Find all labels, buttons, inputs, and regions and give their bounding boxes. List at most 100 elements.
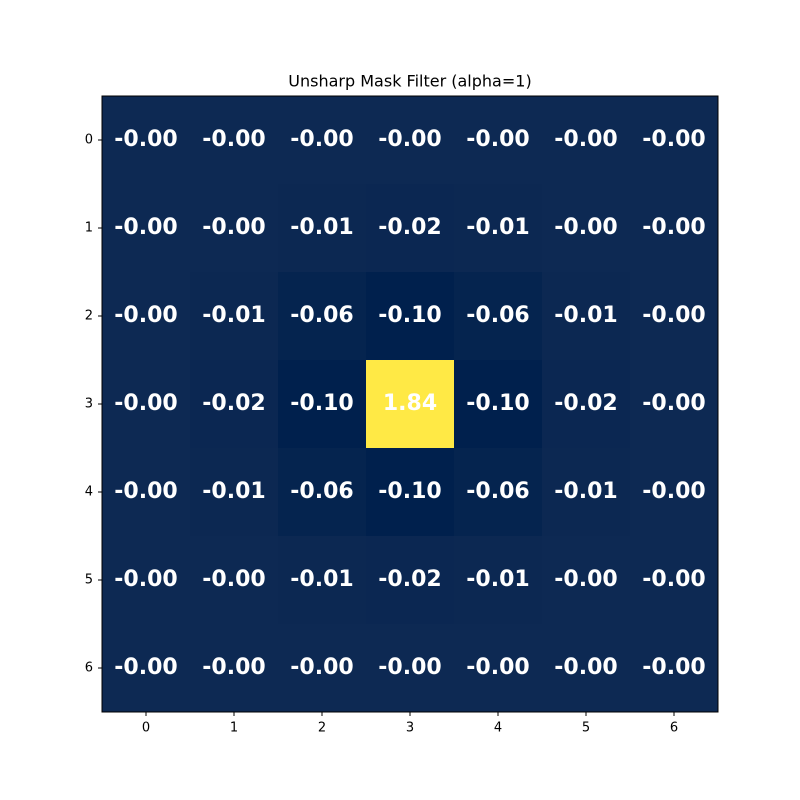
cell-label: -0.10 bbox=[378, 303, 441, 328]
cell-label: -0.00 bbox=[642, 215, 705, 240]
cell-label: -0.00 bbox=[114, 391, 177, 416]
cell-label: -0.06 bbox=[290, 479, 353, 504]
heatmap-cell bbox=[278, 448, 366, 536]
heatmap-cell bbox=[190, 184, 278, 272]
cell-label: -0.00 bbox=[114, 479, 177, 504]
heatmap-cell bbox=[278, 184, 366, 272]
heatmap-cell bbox=[454, 96, 542, 184]
heatmap-cell bbox=[190, 272, 278, 360]
cell-label: -0.02 bbox=[378, 215, 441, 240]
heatmap-cell bbox=[278, 96, 366, 184]
cell-label: -0.00 bbox=[202, 215, 265, 240]
heatmap-cell bbox=[366, 448, 454, 536]
x-tick-label: 6 bbox=[670, 721, 678, 736]
heatmap-cell bbox=[454, 272, 542, 360]
cell-label: -0.01 bbox=[202, 303, 265, 328]
heatmap-cell bbox=[542, 624, 630, 712]
heatmap-cell bbox=[102, 360, 190, 448]
cell-label: -0.00 bbox=[466, 127, 529, 152]
heatmap-cell bbox=[278, 624, 366, 712]
y-tick-label: 2 bbox=[85, 309, 93, 324]
heatmap-cell bbox=[454, 448, 542, 536]
cell-label: -0.10 bbox=[378, 479, 441, 504]
cell-label: -0.00 bbox=[554, 655, 617, 680]
cell-label: -0.06 bbox=[466, 479, 529, 504]
heatmap-cell bbox=[630, 96, 718, 184]
heatmap-cell bbox=[102, 624, 190, 712]
cell-label: -0.01 bbox=[554, 479, 617, 504]
heatmap-cell bbox=[102, 448, 190, 536]
heatmap-cell bbox=[630, 624, 718, 712]
heatmap-cell bbox=[190, 96, 278, 184]
cell-label: -0.00 bbox=[642, 127, 705, 152]
heatmap-cell bbox=[454, 624, 542, 712]
cell-label: -0.00 bbox=[114, 127, 177, 152]
cell-label: -0.00 bbox=[202, 127, 265, 152]
heatmap-cell bbox=[542, 448, 630, 536]
cell-label: -0.00 bbox=[202, 567, 265, 592]
heatmap-cell bbox=[190, 360, 278, 448]
heatmap-cell bbox=[542, 360, 630, 448]
cell-label: -0.06 bbox=[466, 303, 529, 328]
cell-label: -0.00 bbox=[114, 303, 177, 328]
heatmap-cell bbox=[454, 184, 542, 272]
heatmap-cell bbox=[190, 448, 278, 536]
heatmap-cell bbox=[102, 536, 190, 624]
heatmap-cell bbox=[102, 184, 190, 272]
chart-title: Unsharp Mask Filter (alpha=1) bbox=[288, 72, 531, 91]
heatmap-cell bbox=[190, 624, 278, 712]
y-tick-label: 6 bbox=[85, 661, 93, 676]
heatmap-cell bbox=[542, 272, 630, 360]
cell-label: -0.00 bbox=[202, 655, 265, 680]
cell-label: -0.10 bbox=[290, 391, 353, 416]
heatmap-cell bbox=[278, 536, 366, 624]
heatmap-cell bbox=[542, 536, 630, 624]
cell-label: -0.00 bbox=[378, 127, 441, 152]
heatmap-cell bbox=[190, 536, 278, 624]
cell-label: -0.00 bbox=[642, 567, 705, 592]
cell-label: -0.02 bbox=[202, 391, 265, 416]
heatmap-cell bbox=[102, 272, 190, 360]
heatmap-cell bbox=[454, 360, 542, 448]
cell-label: -0.02 bbox=[554, 391, 617, 416]
heatmap-cell bbox=[630, 448, 718, 536]
cell-label: -0.10 bbox=[466, 391, 529, 416]
cell-label: -0.06 bbox=[290, 303, 353, 328]
cell-label: -0.00 bbox=[642, 655, 705, 680]
cell-label: -0.00 bbox=[554, 215, 617, 240]
y-tick-label: 5 bbox=[85, 573, 93, 588]
x-tick-label: 4 bbox=[494, 721, 502, 736]
heatmap-cell bbox=[278, 272, 366, 360]
cell-label: -0.01 bbox=[466, 215, 529, 240]
heatmap-cell bbox=[630, 272, 718, 360]
cell-label: -0.00 bbox=[642, 303, 705, 328]
x-tick-label: 5 bbox=[582, 721, 590, 736]
heatmap-cell bbox=[630, 184, 718, 272]
y-tick-label: 4 bbox=[85, 485, 93, 500]
heatmap-cell bbox=[542, 96, 630, 184]
heatmap-cell bbox=[542, 184, 630, 272]
cell-label: -0.01 bbox=[290, 567, 353, 592]
heatmap-cell bbox=[366, 96, 454, 184]
heatmap-cell bbox=[454, 536, 542, 624]
cell-label: -0.02 bbox=[378, 567, 441, 592]
cell-label: -0.00 bbox=[466, 655, 529, 680]
heatmap-cell bbox=[102, 96, 190, 184]
heatmap-cell bbox=[630, 536, 718, 624]
x-tick-label: 0 bbox=[142, 721, 150, 736]
cell-label: -0.00 bbox=[554, 567, 617, 592]
x-tick-label: 1 bbox=[230, 721, 238, 736]
heatmap-cell bbox=[630, 360, 718, 448]
cell-label: -0.00 bbox=[642, 479, 705, 504]
cell-label: -0.01 bbox=[202, 479, 265, 504]
heatmap-cell bbox=[278, 360, 366, 448]
cell-label: -0.00 bbox=[114, 215, 177, 240]
heatmap-cell bbox=[366, 624, 454, 712]
cell-label: 1.84 bbox=[383, 391, 437, 416]
heatmap-cell bbox=[366, 536, 454, 624]
cell-label: -0.00 bbox=[554, 127, 617, 152]
x-tick-label: 2 bbox=[318, 721, 326, 736]
cell-label: -0.00 bbox=[290, 127, 353, 152]
cell-label: -0.00 bbox=[378, 655, 441, 680]
